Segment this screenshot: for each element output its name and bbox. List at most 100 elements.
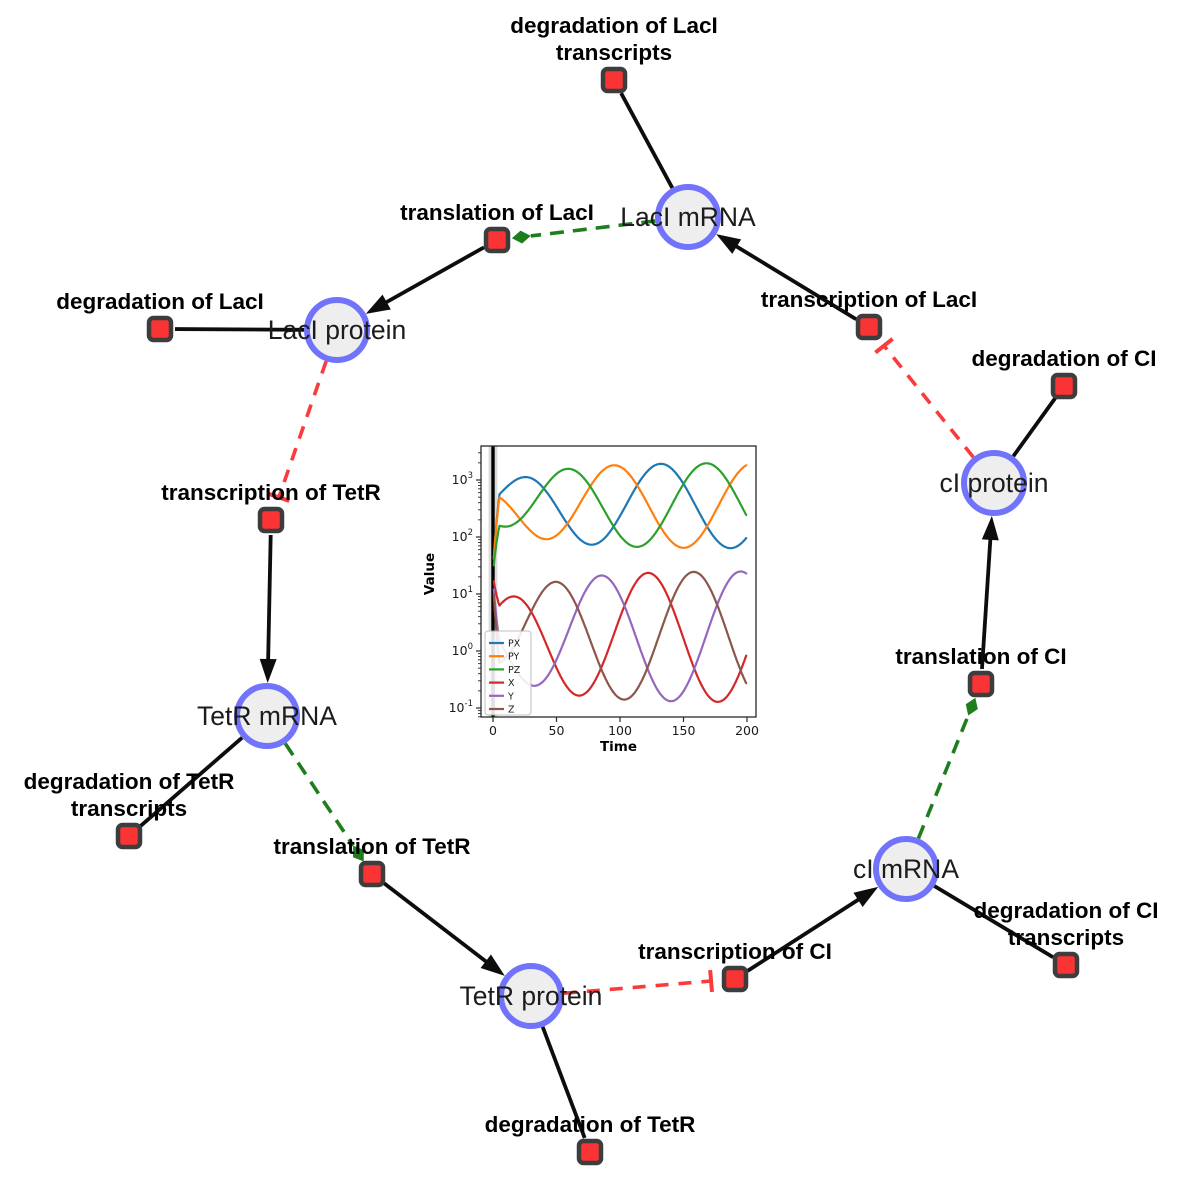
- edge-reactant-laci_protein-to-deg_laci: [174, 327, 305, 332]
- reaction-node-deg_ci_tx[interactable]: [1052, 951, 1080, 979]
- edge-product-tl_laci-to-laci_protein: [365, 245, 485, 314]
- x-tick-label: 200: [735, 723, 759, 738]
- x-tick-label: 150: [672, 723, 696, 738]
- edge-modifier-tetr_mrna-to-tl_tetr-line: [283, 742, 355, 847]
- inhibition-tbar-icon: [708, 969, 714, 993]
- edge-modifier-ci_mrna-to-tl_ci-line: [916, 714, 970, 840]
- reaction-node-tc_ci[interactable]: [721, 965, 749, 993]
- species-node-tetr_protein[interactable]: [498, 963, 564, 1029]
- arrowhead-icon: [365, 294, 391, 314]
- edge-reactant-ci_mrna-to-deg_ci_tx-line: [933, 884, 1055, 959]
- edge-modifier-ci_mrna-to-tl_ci: [916, 697, 978, 840]
- edge-inhibition-ci_protein-to-tc_laci-line: [882, 344, 975, 459]
- edge-inhibition-tetr_protein-to-tc_ci: [563, 969, 714, 996]
- edge-inhibition-ci_protein-to-tc_laci: [874, 337, 975, 459]
- edge-product-tc_laci-to-laci_mrna: [716, 234, 858, 321]
- species-node-laci_protein[interactable]: [304, 297, 370, 363]
- species-node-laci_mrna[interactable]: [655, 184, 721, 250]
- series-line-PX: [492, 462, 748, 560]
- reaction-label-tl_tetr: translation of TetR: [273, 834, 470, 859]
- species-label-laci_protein: LacI protein: [268, 315, 406, 345]
- species-label-ci_protein: cI protein: [939, 468, 1048, 498]
- reaction-node-tc_laci[interactable]: [855, 313, 883, 341]
- inset-plot: 0 50 100 150 20010-1100101102103TimeValuePXP…: [422, 445, 759, 755]
- reaction-label-deg_tetr: degradation of TetR: [485, 1112, 696, 1137]
- inhibition-tbar-icon: [267, 491, 290, 503]
- legend-entry-X: X: [508, 678, 515, 689]
- edges-layer: [139, 92, 1057, 1139]
- legend: PX PY PZ XYZ: [484, 630, 532, 716]
- series-curves: [492, 462, 748, 703]
- y-tick-label: 102: [452, 528, 473, 544]
- legend-entry-PZ: PZ: [508, 665, 521, 676]
- arrowhead-icon: [853, 886, 879, 907]
- legend-entry-PX: PX: [508, 639, 521, 650]
- edge-inhibition-laci_protein-to-tc_tetr-line: [277, 360, 328, 498]
- edge-reactant-tetr_mrna-to-deg_tetr_tx-line: [139, 736, 244, 828]
- reaction-node-deg_tetr_tx[interactable]: [115, 822, 143, 850]
- edge-reactant-tetr_protein-to-deg_tetr-line: [540, 1026, 587, 1139]
- plot-spines: [480, 445, 757, 718]
- reaction-node-tl_laci[interactable]: [483, 226, 511, 254]
- reaction-node-deg_tetr[interactable]: [576, 1138, 604, 1166]
- edge-product-tl_laci-to-laci_protein-line: [381, 245, 485, 307]
- x-tick-label: 0: [489, 723, 497, 738]
- legend-entry-PY: PY: [508, 652, 520, 663]
- y-axis-label: Value: [422, 553, 438, 595]
- arrowhead-icon: [259, 658, 277, 684]
- legend-entry-Y: Y: [507, 691, 514, 702]
- edge-product-tc_tetr-to-tetr_mrna-line: [266, 534, 273, 665]
- species-label-tetr_mrna: TetR mRNA: [197, 701, 337, 731]
- legend-entry-Z: Z: [508, 705, 515, 716]
- edge-reactant-tetr_protein-to-deg_tetr: [540, 1026, 587, 1139]
- species-node-ci_mrna[interactable]: [873, 836, 939, 902]
- reaction-node-tl_tetr[interactable]: [358, 860, 386, 888]
- arrowhead-icon: [480, 954, 505, 976]
- edge-modifier-laci_mrna-to-tl_laci-line: [530, 219, 656, 238]
- reaction-label-deg_ci_tx: degradation of CI transcripts: [974, 898, 1159, 950]
- x-tick-label: 50: [549, 723, 565, 738]
- reaction-label-deg_tetr_tx: degradation of TetR transcripts: [24, 769, 235, 821]
- species-label-tetr_protein: TetR protein: [460, 981, 603, 1011]
- species-label-ci_mrna: cI mRNA: [853, 854, 959, 884]
- series-line-Z: [492, 570, 748, 701]
- edge-product-tc_ci-to-ci_mrna-line: [746, 895, 864, 973]
- edge-product-tl_tetr-to-tetr_protein: [382, 881, 505, 976]
- reaction-node-tc_tetr[interactable]: [257, 506, 285, 534]
- series-line-PY: [492, 464, 748, 560]
- edge-modifier-laci_mrna-to-tl_laci: [511, 219, 656, 244]
- edge-product-tl_tetr-to-tetr_protein-line: [382, 881, 491, 966]
- edge-reactant-ci_mrna-to-deg_ci_tx: [933, 884, 1055, 959]
- reaction-label-tl_ci: translation of CI: [895, 644, 1066, 669]
- species-node-ci_protein[interactable]: [961, 450, 1027, 516]
- reaction-label-deg_laci: degradation of LacI: [56, 289, 264, 314]
- y-tick-label: 103: [452, 471, 473, 487]
- reaction-node-deg_laci_tx[interactable]: [600, 66, 628, 94]
- species-node-tetr_mrna[interactable]: [234, 683, 300, 749]
- edge-product-tc_tetr-to-tetr_mrna: [259, 534, 277, 684]
- y-tick-label: 101: [452, 585, 473, 601]
- reaction-node-tl_ci[interactable]: [967, 670, 995, 698]
- y-tick-label: 10-1: [449, 699, 473, 715]
- labels-layer: degradation of LacI transcripts translatio…: [24, 13, 1159, 1137]
- reaction-label-tc_laci: transcription of LacI: [761, 287, 977, 312]
- arrowhead-icon: [981, 515, 999, 541]
- edge-reactant-laci_protein-to-deg_laci-line: [174, 327, 305, 332]
- reaction-label-deg_laci_tx: degradation of LacI transcripts: [510, 13, 718, 65]
- edge-product-tl_ci-to-ci_protein: [980, 515, 999, 670]
- edge-reactant-laci_mrna-to-deg_laci_tx-line: [619, 92, 674, 189]
- edge-inhibition-laci_protein-to-tc_tetr: [267, 360, 328, 503]
- reaction-node-deg_ci[interactable]: [1050, 372, 1078, 400]
- series-line-Y: [492, 570, 748, 703]
- species-label-laci_mrna: LacI mRNA: [620, 202, 756, 232]
- edge-reactant-tetr_mrna-to-deg_tetr_tx: [139, 736, 244, 828]
- reaction-node-deg_laci[interactable]: [146, 315, 174, 343]
- edge-reactant-laci_mrna-to-deg_laci_tx: [619, 92, 674, 189]
- modifier-diamond-icon: [511, 230, 531, 244]
- edge-reactant-ci_protein-to-deg_ci-line: [1011, 397, 1057, 458]
- x-axis-label: Time: [600, 739, 637, 755]
- inhibition-tbar-icon: [874, 337, 894, 355]
- series-line-X: [492, 571, 748, 703]
